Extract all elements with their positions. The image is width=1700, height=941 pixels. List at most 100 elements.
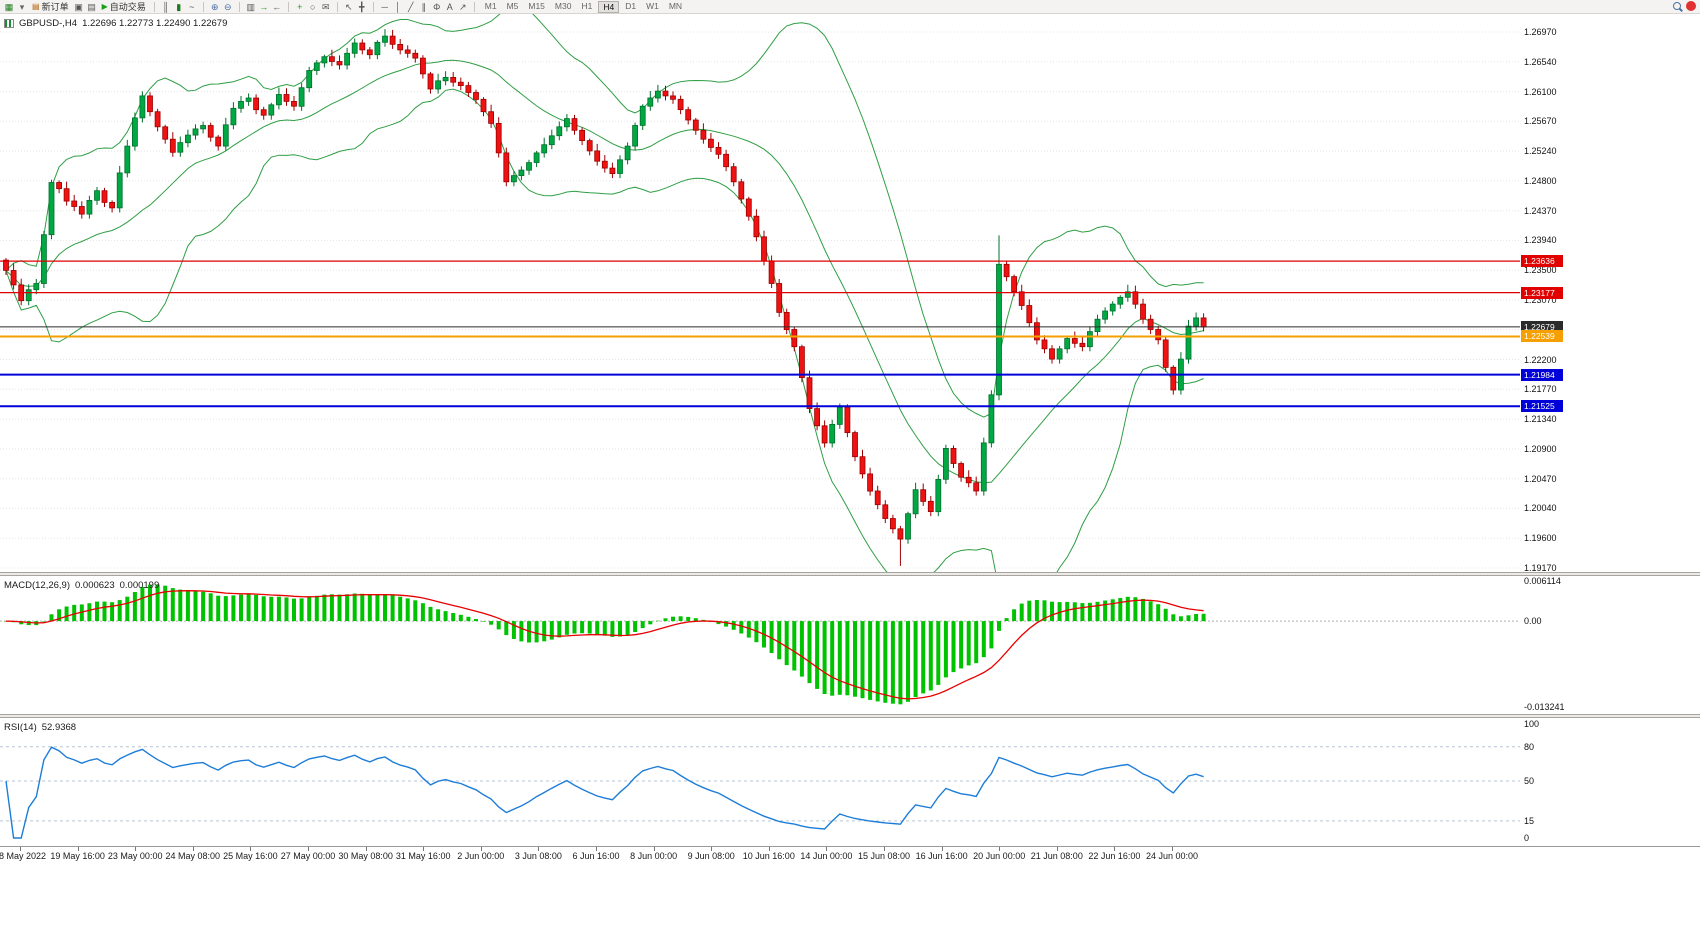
titlebar-right-icons — [1673, 1, 1696, 11]
time-axis-label: 27 May 00:00 — [280, 851, 336, 861]
price-axis-label: 1.24370 — [1524, 205, 1557, 216]
chart-ohlc-values: 1.22696 1.22773 1.22490 1.22679 — [82, 18, 228, 29]
zoom-in-icon[interactable]: ⊕ — [210, 1, 219, 12]
search-icon[interactable] — [1673, 2, 1681, 10]
zoom-out-icon[interactable]: ⊖ — [223, 1, 232, 12]
toolbar-separator — [372, 1, 374, 12]
notification-dot-icon[interactable] — [1686, 1, 1696, 11]
time-axis-label: 21 Jun 08:00 — [1030, 851, 1083, 861]
macd-header: MACD(12,26,9) 0.000623 0.000199 — [4, 580, 159, 591]
autotrade-button-label: 自动交易 — [109, 2, 146, 12]
panel-divider[interactable] — [0, 572, 1700, 576]
mail-icon[interactable]: ✉ — [321, 1, 330, 12]
autotrade-button[interactable]: ▶ 自动交易 — [99, 1, 149, 13]
new-order-icon: ▤ — [32, 1, 40, 11]
panel-divider[interactable] — [0, 714, 1700, 718]
time-axis-label: 15 Jun 08:00 — [857, 851, 911, 861]
time-tick — [135, 847, 137, 851]
price-axis-label: 1.23940 — [1524, 235, 1557, 246]
toolbar-separator — [202, 1, 204, 12]
rsi-axis-label: 50 — [1524, 776, 1535, 786]
timeframe-button-MN[interactable]: MN — [668, 0, 683, 11]
macd-axis-label: -0.013241 — [1524, 702, 1565, 712]
time-tick — [653, 847, 655, 851]
rsi-axis-label: 0 — [1524, 833, 1530, 843]
time-axis-label: 23 May 00:00 — [107, 851, 163, 861]
trendline-icon[interactable]: ╱ — [408, 1, 414, 12]
timeframe-button-M15[interactable]: M15 — [528, 0, 545, 11]
periods-clock-icon[interactable]: ○ — [310, 1, 316, 12]
crosshair-icon[interactable]: ╋ — [359, 1, 365, 12]
price-axis-label: 1.19170 — [1524, 562, 1557, 573]
macd-axis-label: 0.006114 — [1524, 576, 1561, 586]
time-tick — [1172, 847, 1173, 851]
price-axis-label: 1.23070 — [1524, 294, 1557, 305]
time-tick — [1114, 847, 1116, 851]
chart-window-icon[interactable]: ▦ — [4, 1, 14, 12]
rsi-value: 52.9368 — [41, 722, 77, 733]
price-axis-label: 1.19600 — [1524, 533, 1557, 544]
chart-symbol-period: GBPUSD-,H4 — [19, 18, 78, 29]
time-axis-label: 25 May 16:00 — [223, 851, 278, 861]
candlestick-chart-icon[interactable]: ▮ — [176, 1, 182, 12]
new-order-button[interactable]: ▤ 新订单 — [29, 1, 72, 13]
tile-windows-icon[interactable]: ▥ — [246, 1, 255, 12]
rsi-panel: RSI(14) 52.9368 100 80 50 15 0 — [0, 718, 1700, 846]
time-axis-label: 31 May 16:00 — [395, 851, 451, 861]
profiles-icon[interactable]: ▤ — [87, 1, 96, 12]
chart-windows-icon[interactable]: ▣ — [74, 1, 83, 12]
current-price-tag: 1.22679 — [1521, 320, 1563, 333]
price-axis-label: 1.23500 — [1524, 265, 1557, 276]
time-axis-label: 19 May 16:00 — [50, 851, 105, 861]
indicators-icon[interactable]: + — [297, 1, 303, 12]
timeframe-button-H4[interactable]: H4 — [598, 0, 620, 13]
time-axis-label: 24 May 08:00 — [165, 851, 221, 861]
rsi-header: RSI(14) 52.9368 — [4, 722, 76, 733]
support-line-tag: 1.21984 — [1521, 368, 1563, 381]
time-tick — [999, 847, 1001, 851]
toolbar-items: ▦ ▾ ▤ 新订单 ▣ ▤ ▶ 自动交易 ║ ▮ ~ ⊕ ⊖ ▥ → ← + ○ ✉ ↖ ╋ ─ │ ╱ ∥ Φ A ↗ M1 M5 M15… — [3, 0, 686, 13]
equidistant-channel-icon[interactable]: ∥ — [421, 1, 427, 12]
arrows-objects-icon[interactable]: ↗ — [458, 1, 467, 12]
time-axis-label: 22 Jun 16:00 — [1088, 851, 1141, 861]
line-chart-icon[interactable]: ~ — [189, 1, 195, 12]
candlestick-chart-canvas[interactable] — [0, 14, 1700, 572]
dropdown-caret-icon[interactable]: ▾ — [19, 1, 25, 12]
main-chart-panel: GBPUSD-,H4 1.22696 1.22773 1.22490 1.226… — [0, 14, 1700, 573]
time-axis-label: 8 Jun 00:00 — [630, 851, 678, 861]
price-axis-label: 1.24800 — [1524, 175, 1557, 186]
macd-main-value: 0.000623 — [75, 580, 115, 591]
time-tick — [768, 847, 770, 851]
text-label-icon[interactable]: A — [446, 1, 453, 12]
horizontal-line-icon[interactable]: ─ — [381, 1, 388, 12]
timeframe-button-M5[interactable]: M5 — [506, 0, 519, 11]
time-tick — [423, 847, 425, 851]
vertical-line-icon[interactable]: │ — [394, 1, 401, 12]
time-tick — [77, 847, 79, 851]
timeframe-button-M1[interactable]: M1 — [484, 0, 497, 11]
timeframe-button-D1[interactable]: D1 — [625, 0, 637, 11]
timeframe-button-M30[interactable]: M30 — [554, 0, 572, 11]
time-tick — [711, 847, 713, 851]
resistance-line-tag: 1.23177 — [1521, 286, 1563, 299]
cursor-icon[interactable]: ↖ — [344, 1, 353, 12]
price-axis-label: 1.25240 — [1524, 146, 1557, 157]
toolbar-separator — [287, 1, 289, 12]
chart-shift-icon[interactable]: ← — [272, 1, 282, 12]
timeframe-button-W1[interactable]: W1 — [646, 0, 659, 11]
macd-axis-label: 0.00 — [1524, 616, 1542, 627]
auto-scroll-icon[interactable]: → — [259, 1, 269, 12]
time-axis-label: 3 Jun 08:00 — [514, 851, 562, 861]
toolbar-separator — [238, 1, 240, 12]
rsi-canvas[interactable] — [0, 718, 1700, 846]
fibonacci-icon[interactable]: Φ — [433, 1, 441, 12]
support-line-tag: 1.22539 — [1521, 330, 1563, 343]
time-axis-label: 20 Jun 00:00 — [973, 851, 1026, 861]
timeframe-button-H1[interactable]: H1 — [581, 0, 593, 11]
bars-chart-icon[interactable]: ║ — [162, 1, 169, 12]
macd-canvas[interactable] — [0, 576, 1700, 714]
autotrade-play-icon: ▶ — [101, 1, 108, 11]
price-axis-label: 1.22200 — [1524, 354, 1557, 365]
time-axis-label: 16 Jun 16:00 — [915, 851, 968, 861]
